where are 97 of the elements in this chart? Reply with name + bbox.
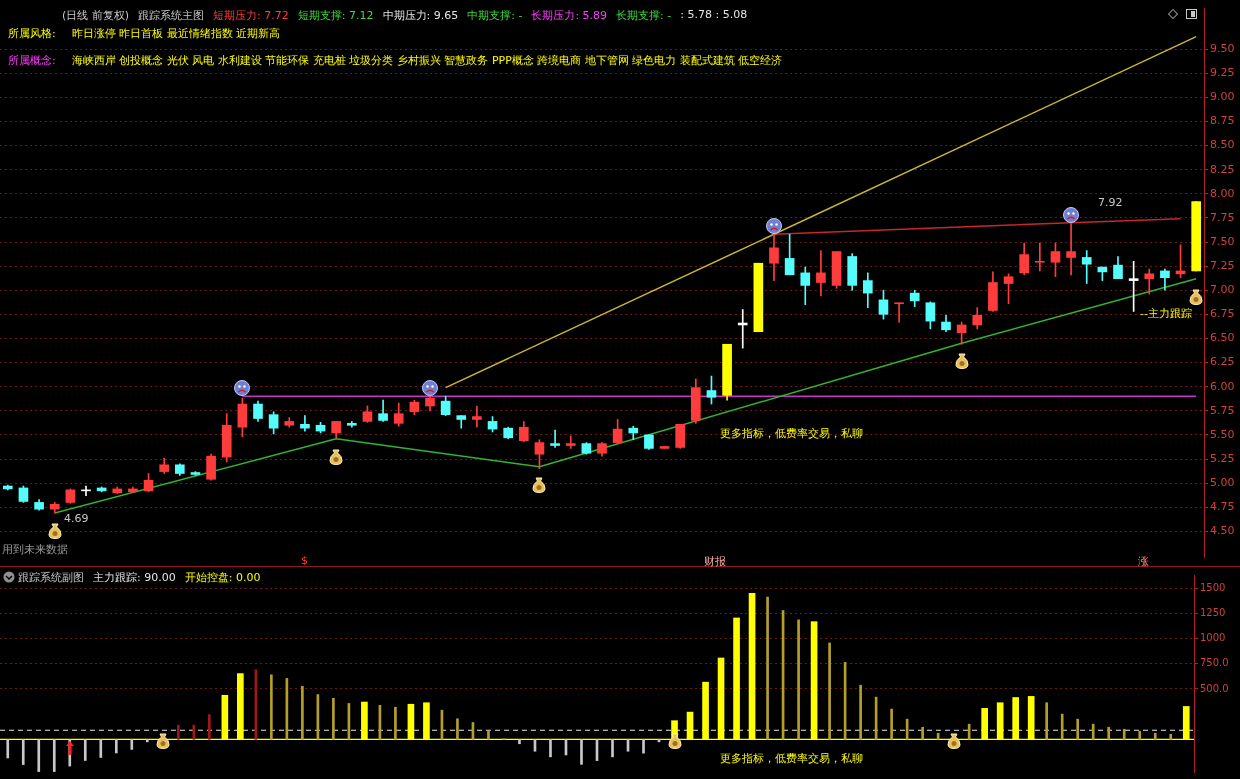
bar: [1091, 723, 1095, 740]
bar: [270, 674, 273, 740]
annotation: : 5.78 : 5.08: [680, 8, 748, 21]
bar: [766, 596, 769, 740]
candlestick: [1081, 250, 1092, 284]
y-tick-label: 1250: [1200, 606, 1226, 618]
annotation: 7.92: [1098, 196, 1123, 209]
y-tick-label: 6.75: [1210, 307, 1235, 321]
annotation: 短期支撑: 7.12: [297, 9, 374, 22]
annotation: 长期支撑: -: [616, 9, 672, 22]
y-tick-label: 7.25: [1210, 258, 1235, 272]
bar: [83, 739, 87, 761]
bar: [208, 714, 211, 740]
candlestick: [550, 429, 560, 448]
bar: [301, 685, 304, 740]
bar: [37, 739, 41, 772]
annotation: 昨日涨停 昨日首板 最近情绪指数 近期新高: [72, 27, 281, 40]
y-tick-label: 8.25: [1210, 162, 1235, 176]
candlestick: [816, 250, 826, 297]
annotation: 中期支撑: -: [467, 9, 523, 22]
bar: [99, 739, 103, 758]
annotation: 所属风格:: [8, 27, 56, 40]
annotation: 4.69: [64, 512, 89, 525]
annotation: 开始控盘: 0.00: [184, 571, 261, 584]
y-tick-label: 6.50: [1210, 331, 1235, 345]
y-tick-label: 6.00: [1210, 379, 1235, 393]
bar: [1107, 726, 1111, 740]
y-tick-label: 1000: [1200, 632, 1226, 644]
chart-title: 跟踪系统副图: [18, 571, 84, 584]
annotation: (日线 前复权): [62, 9, 130, 22]
candlestick: [1066, 223, 1076, 276]
chart-title: 跟踪系统主图: [138, 9, 205, 22]
y-tick-label: 9.50: [1210, 41, 1235, 55]
y-tick-label: 1500: [1200, 581, 1226, 593]
bar: [487, 730, 490, 740]
annotation: 海峡西岸 创投概念 光伏 风电 水利建设 节能环保 充电桩 垃圾分类 乡村振兴 智慧政务 PPP概念 跨境电商 地下管网 绿色电力 装配式建筑 低空经济: [72, 54, 783, 67]
y-tick-label: 9.00: [1210, 90, 1235, 104]
y-tick-label: 7.00: [1210, 283, 1235, 297]
y-tick-label: 4.50: [1210, 524, 1235, 538]
bar: [332, 697, 335, 740]
bar: [797, 619, 800, 740]
y-tick-label: 9.25: [1210, 66, 1235, 80]
y-tick-label: 8.75: [1210, 114, 1235, 128]
bar: [1122, 728, 1126, 740]
bar: [642, 739, 645, 754]
y-tick-label: 8.50: [1210, 138, 1235, 152]
annotation: 财报: [704, 555, 726, 568]
bar: [828, 642, 831, 740]
y-tick-label: 5.50: [1210, 427, 1235, 441]
y-tick-label: 6.25: [1210, 355, 1235, 369]
annotation: 中期压力: 9.65: [382, 9, 459, 22]
y-tick-label: 500.0: [1200, 682, 1229, 694]
annotation: 长期压力: 5.89: [531, 9, 608, 22]
bar: [130, 739, 134, 750]
candlestick: [1144, 268, 1155, 295]
bar: [1153, 732, 1157, 740]
candlestick: [472, 405, 482, 428]
bar: [549, 739, 552, 758]
candlestick: [894, 302, 904, 323]
candlestick: [565, 435, 576, 449]
bar: [1169, 733, 1173, 740]
bar: [114, 739, 118, 754]
y-tick-label: 7.50: [1210, 234, 1235, 248]
y-tick-label: 5.25: [1210, 451, 1235, 465]
y-tick-label: 5.75: [1210, 403, 1235, 417]
annotation: 短期压力: 7.72: [213, 9, 289, 22]
bar: [394, 706, 397, 740]
bar: [1076, 718, 1080, 740]
annotation: --主力跟踪: [1140, 307, 1192, 320]
candlestick: [1034, 242, 1045, 272]
y-tick-label: 5.00: [1210, 475, 1235, 489]
annotation: 用到未来数据: [2, 543, 68, 556]
y-tick-label: 7.75: [1210, 210, 1235, 224]
bar: [518, 739, 521, 745]
bar: [1138, 730, 1142, 740]
bar: [52, 739, 56, 772]
annotation: 更多指标，低费率交易，私聊: [720, 427, 863, 440]
y-tick-label: 8.00: [1210, 186, 1235, 200]
annotation: 更多指标，低费率交易，私聊: [720, 752, 863, 765]
y-tick-label: 4.75: [1210, 500, 1235, 514]
annotation: 主力跟踪: 90.00: [93, 571, 176, 584]
bar: [21, 739, 25, 765]
y-tick-label: 750.0: [1200, 657, 1229, 669]
bar: [6, 739, 10, 759]
annotation: 所属概念:: [8, 54, 56, 67]
bar: [921, 726, 924, 740]
bar: [145, 739, 149, 743]
bar: [890, 708, 893, 740]
bar: [580, 739, 583, 765]
bar: [859, 684, 862, 740]
annotation: $: [301, 554, 308, 567]
bar: [177, 724, 180, 740]
bar: [611, 739, 614, 758]
annotation: 涨: [1138, 555, 1149, 568]
bar: [1045, 702, 1049, 740]
bar: [1060, 713, 1064, 740]
bar: [456, 718, 459, 740]
